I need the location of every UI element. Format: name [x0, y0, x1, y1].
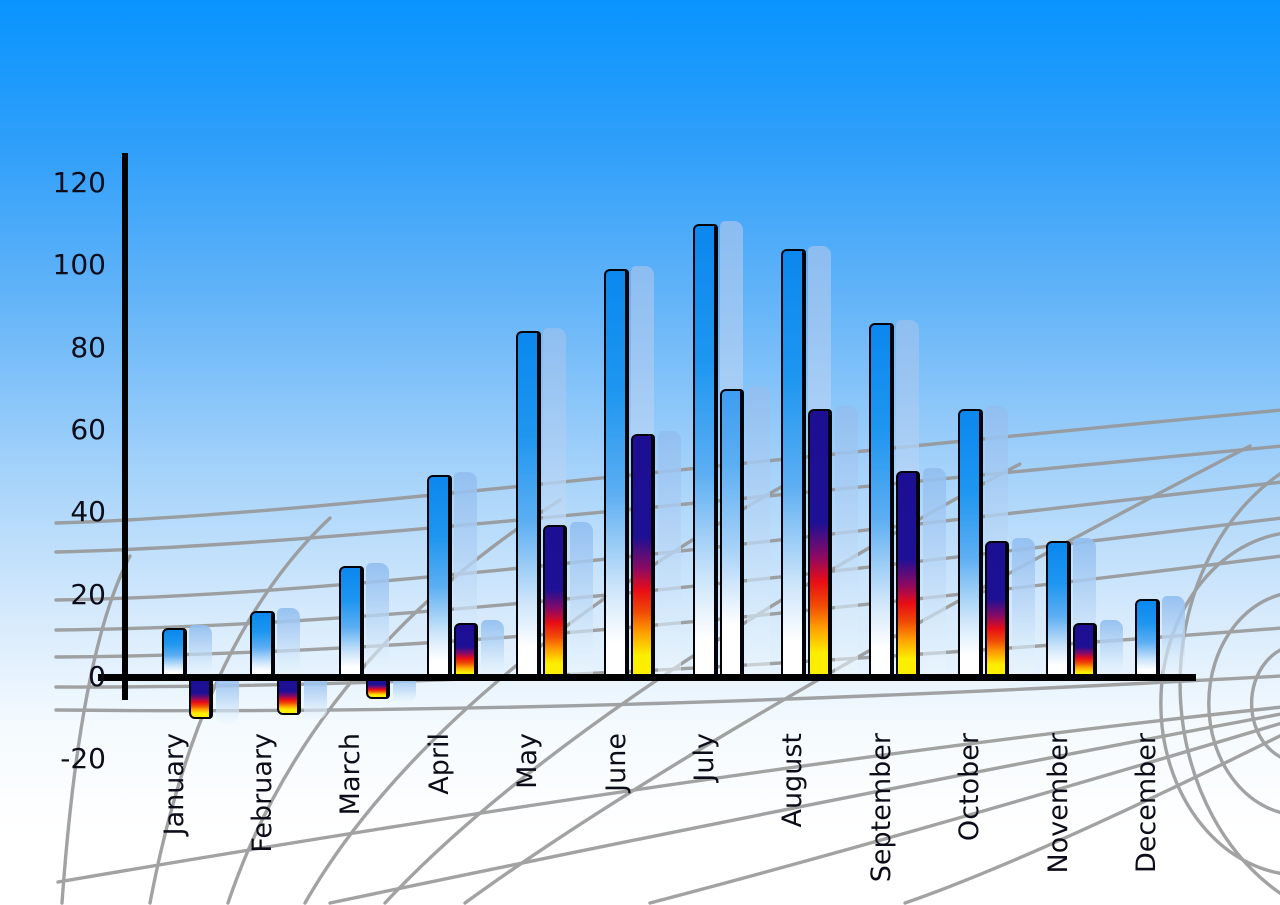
- grid-spoke: [463, 444, 1252, 905]
- bar-shadow-secondary: [1011, 538, 1035, 677]
- month-label: June: [600, 733, 632, 792]
- x-axis-line: [98, 674, 1196, 681]
- bar-shadow-secondary: [481, 620, 505, 677]
- grid-spoke: [60, 554, 132, 905]
- bar-secondary: [1073, 623, 1098, 677]
- y-axis-tick-label: 120: [52, 165, 106, 199]
- bar-secondary: [454, 623, 479, 677]
- bar-secondary: [984, 541, 1009, 677]
- month-label: December: [1131, 733, 1163, 874]
- bar-primary: [427, 475, 453, 676]
- grid-spoke: [648, 721, 1280, 905]
- y-axis-tick-label: 60: [70, 412, 106, 446]
- month-label: January: [158, 733, 190, 836]
- grid-arc: [1249, 648, 1280, 759]
- bar-shadow-secondary: [1100, 620, 1124, 677]
- bar-secondary: [719, 388, 744, 677]
- bar-shadow-secondary: [569, 521, 593, 677]
- bar-shadow-primary: [1161, 595, 1185, 677]
- y-axis-tick-label: 20: [70, 577, 106, 611]
- bar-primary: [692, 224, 718, 676]
- bar-secondary: [277, 676, 302, 716]
- bar-primary: [780, 248, 806, 676]
- month-label: October: [954, 733, 986, 842]
- month-label: August: [777, 733, 809, 828]
- bar-primary: [338, 565, 364, 676]
- bar-shadow-secondary: [834, 406, 858, 677]
- month-label: May: [512, 733, 544, 789]
- bar-primary: [1046, 541, 1072, 676]
- month-label: July: [689, 733, 721, 782]
- month-label: March: [335, 733, 367, 816]
- y-axis-tick-label: 40: [70, 495, 106, 529]
- grid-spoke: [56, 705, 1280, 884]
- bar-shadow-primary: [365, 562, 389, 677]
- bar-shadow-primary: [189, 624, 212, 677]
- bar-primary: [515, 331, 541, 676]
- y-axis-tick-label: 0: [88, 660, 106, 693]
- bar-shadow-secondary: [304, 676, 328, 720]
- bar-shadow-secondary: [216, 676, 239, 724]
- bar-secondary: [189, 676, 213, 720]
- bar-shadow-primary: [277, 608, 301, 677]
- bar-primary: [957, 409, 983, 676]
- grid-arc: [1207, 593, 1280, 814]
- bar-shadow-secondary: [923, 468, 947, 677]
- grid-arc: [1178, 471, 1280, 896]
- y-axis-line: [122, 153, 128, 700]
- y-axis-tick-label: -20: [60, 742, 106, 776]
- bar-primary: [250, 611, 276, 676]
- bar-secondary: [631, 434, 656, 677]
- grid-spoke: [903, 734, 1280, 905]
- bar-secondary: [807, 409, 832, 677]
- month-label: November: [1042, 733, 1074, 874]
- grid-spoke: [328, 712, 1280, 905]
- bar-primary: [604, 269, 630, 676]
- bar-primary: [1134, 598, 1160, 676]
- bar-secondary: [542, 524, 567, 677]
- bar-secondary: [365, 676, 390, 699]
- month-label: April: [423, 733, 455, 795]
- grid-arc: [1159, 532, 1280, 875]
- month-label: September: [865, 733, 897, 883]
- y-axis-tick-label: 100: [52, 248, 106, 282]
- y-axis-tick-label: 80: [70, 330, 106, 364]
- bar-shadow-secondary: [746, 385, 770, 677]
- month-label: February: [246, 733, 278, 853]
- bar-shadow-secondary: [658, 431, 682, 677]
- bar-secondary: [896, 471, 921, 677]
- bar-primary: [162, 627, 187, 676]
- bar-shadow-secondary: [392, 676, 416, 703]
- bar-primary: [869, 322, 895, 676]
